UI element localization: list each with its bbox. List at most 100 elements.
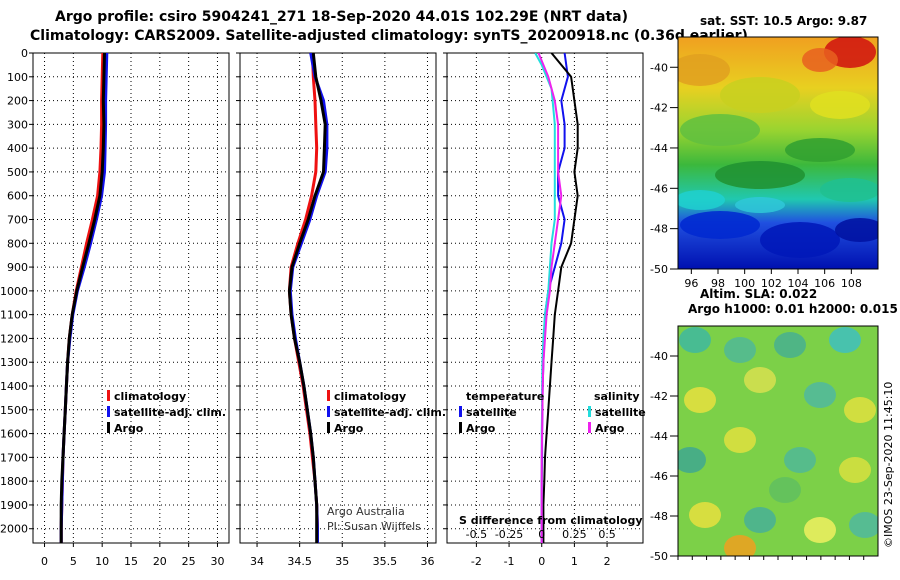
map-y-tick-label: -42 <box>650 390 668 403</box>
legend-label-temperature-argo: Argo <box>466 422 496 435</box>
map-y-tick-label: -48 <box>650 510 668 523</box>
sst-colour-patch <box>835 218 878 242</box>
map-x-tick-label: 96 <box>684 277 698 290</box>
depth-tick-label: 400 <box>7 142 28 155</box>
x-tick-label: 1 <box>571 555 578 568</box>
depth-tick-label: 800 <box>7 237 28 250</box>
sst-colour-patch <box>735 197 785 213</box>
depth-tick-label: 700 <box>7 214 28 227</box>
series-line-argo <box>287 53 327 543</box>
map-y-tick-label: -44 <box>650 142 668 155</box>
salinity-profile-panel: 34 34.5 35 35.5 36 climatology satellite-adj… <box>236 52 446 568</box>
legend-title-salinity: salinity <box>594 390 640 403</box>
legend-swatch-climatology <box>107 390 110 401</box>
sst-map-title: sat. SST: 10.5 Argo: 9.87 <box>700 14 867 28</box>
sst-colour-patch <box>680 114 760 146</box>
sst-map: sat. SST: 10.5 Argo: 9.87 -40 -42 -44 -46 -4… <box>650 14 879 290</box>
sst-colour-patch <box>715 161 805 189</box>
sla-colour-patch <box>744 507 776 533</box>
sst-colour-patch <box>760 222 840 258</box>
depth-tick-label: 900 <box>7 261 28 274</box>
difference-legend: temperature salinity satellite Argo sate… <box>459 390 646 435</box>
sst-colour-patch <box>802 48 838 72</box>
x-tick-label: 34.5 <box>287 555 312 568</box>
sst-colour-patch <box>820 178 878 202</box>
map-y-tick-label: -42 <box>650 102 668 115</box>
legend-label-salinity-satellite: satellite <box>595 406 646 419</box>
depth-tick-label: 100 <box>7 71 28 84</box>
figure-title-line-2: Climatology: CARS2009. Satellite-adjuste… <box>30 28 748 44</box>
credit-line-2: PI: Susan Wijffels <box>327 520 421 533</box>
sla-colour-patch <box>684 387 716 413</box>
x-tick-label: 35.5 <box>373 555 398 568</box>
depth-tick-label: 600 <box>7 190 28 203</box>
difference-x-axis-label: S difference from climatology <box>459 514 643 527</box>
salinity-diff-tick-label: 0 <box>538 528 545 541</box>
difference-profile-panel: -2 -1 0 1 2 -0.5 -0.25 0 0.25 0.5 temperature sa… <box>443 52 646 568</box>
x-tick-label: 36 <box>420 555 434 568</box>
x-tick-label: 35 <box>335 555 349 568</box>
map-x-tick-label: 98 <box>711 277 725 290</box>
sla-colour-patch <box>724 535 756 556</box>
depth-tick-label: 1300 <box>0 356 28 369</box>
sla-colour-patch <box>724 427 756 453</box>
legend-swatch-argo <box>107 422 110 433</box>
sst-colour-patch <box>678 190 725 210</box>
map-x-tick-label: 104 <box>788 277 809 290</box>
depth-tick-label: 1500 <box>0 404 28 417</box>
x-tick-label: -1 <box>504 555 515 568</box>
legend-label-argo: Argo <box>334 422 364 435</box>
sst-colour-patch <box>810 91 870 119</box>
series-line-temperature-argo <box>542 53 579 543</box>
sla-colour-patch <box>784 447 816 473</box>
sla-colour-patch <box>689 502 721 528</box>
legend-swatch-salinity-satellite <box>588 406 591 417</box>
depth-tick-label: 200 <box>7 95 28 108</box>
depth-tick-label: 1800 <box>0 475 28 488</box>
sla-map-title-line-1: Altim. SLA: 0.022 <box>700 287 817 301</box>
legend-label-temperature-satellite: satellite <box>466 406 517 419</box>
temperature-legend: climatology satellite-adj. clim. Argo <box>107 390 226 435</box>
salinity-diff-tick-label: -0.25 <box>495 528 523 541</box>
sla-colour-patch <box>769 477 801 503</box>
depth-tick-label: 300 <box>7 118 28 131</box>
map-y-tick-label: -40 <box>650 61 668 74</box>
sla-colour-patch <box>804 382 836 408</box>
legend-label-climatology: climatology <box>114 390 186 403</box>
sla-colour-patch <box>829 327 861 353</box>
map-x-tick-label: 100 <box>734 277 755 290</box>
salinity-legend: climatology satellite-adj. clim. Argo <box>327 390 446 435</box>
map-y-tick-label: -50 <box>650 550 668 563</box>
figure-title-line-1: Argo profile: csiro 5904241_271 18-Sep-2… <box>55 9 628 25</box>
legend-title-temperature: temperature <box>466 390 544 403</box>
depth-tick-label: 1400 <box>0 380 28 393</box>
sla-colour-patch <box>744 367 776 393</box>
legend-swatch-argo <box>327 422 330 433</box>
salinity-diff-tick-label: -0.5 <box>466 528 487 541</box>
legend-swatch-satellite <box>327 406 330 417</box>
salinity-diff-tick-label: 0.25 <box>562 528 587 541</box>
sla-colour-patch <box>724 337 756 363</box>
depth-tick-label: 1600 <box>0 428 28 441</box>
legend-swatch-temperature-satellite <box>459 406 462 417</box>
depth-tick-label: 1000 <box>0 285 28 298</box>
map-y-tick-label: -48 <box>650 223 668 236</box>
x-tick-label: 25 <box>182 555 196 568</box>
sst-colour-patch <box>678 54 730 86</box>
sla-map-title-line-2: Argo h1000: 0.01 h2000: 0.015 <box>688 302 898 316</box>
legend-swatch-salinity-argo <box>588 422 591 433</box>
legend-swatch-temperature-argo <box>459 422 462 433</box>
credit-line-1: Argo Australia <box>327 505 405 518</box>
x-tick-label: 10 <box>95 555 109 568</box>
legend-swatch-climatology <box>327 390 330 401</box>
sst-colour-patch <box>785 138 855 162</box>
sla-map: Altim. SLA: 0.022 Argo h1000: 0.01 h2000… <box>650 287 898 563</box>
sst-colour-patch <box>680 211 760 239</box>
depth-tick-label: 1900 <box>0 499 28 512</box>
legend-label-climatology: climatology <box>334 390 406 403</box>
depth-tick-label: 0 <box>21 47 28 60</box>
x-tick-label: 15 <box>124 555 138 568</box>
x-tick-label: 0 <box>41 555 48 568</box>
depth-tick-label: 500 <box>7 166 28 179</box>
